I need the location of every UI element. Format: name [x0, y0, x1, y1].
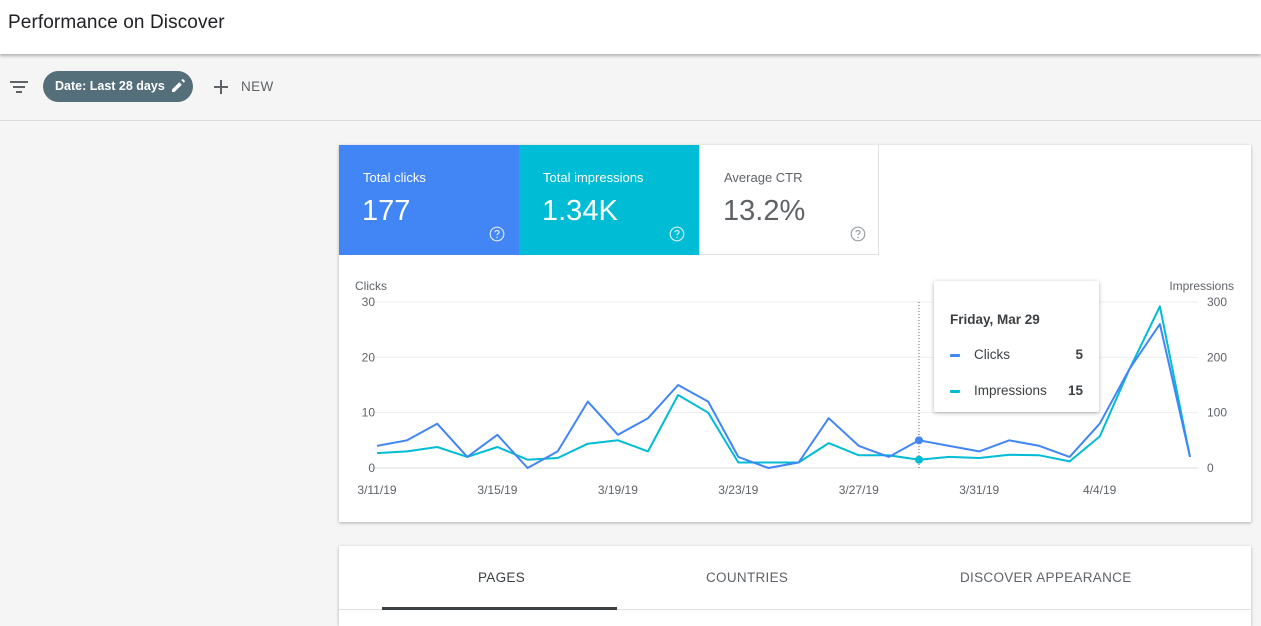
- tooltip-series-name: Impressions: [974, 383, 1047, 398]
- impressions-highlight-point: [915, 455, 923, 464]
- total-impressions-metric[interactable]: Total impressions 1.34K: [519, 145, 699, 255]
- help-icon[interactable]: [850, 226, 866, 242]
- tooltip-series-value: 5: [1075, 347, 1083, 362]
- performance-chart-card: Total clicks 177 Total impressions 1.34K…: [339, 145, 1251, 522]
- right-axis-tick-label: 200: [1207, 350, 1227, 364]
- left-axis-tick-label: 0: [368, 461, 375, 475]
- right-axis-tick-label: 300: [1207, 295, 1227, 309]
- x-axis-tick-label: 3/11/19: [357, 483, 396, 497]
- left-axis-title: Clicks: [355, 279, 387, 293]
- x-axis-tick-label: 3/19/19: [598, 483, 638, 497]
- tabs-divider: [339, 609, 1251, 610]
- clicks-series-line: [376, 323, 1191, 469]
- clicks-swatch: [950, 354, 960, 357]
- dimension-tabs: PAGES COUNTRIES DISCOVER APPEARANCE: [339, 546, 1251, 626]
- date-filter-label: Date: Last 28 days: [55, 79, 165, 93]
- help-icon[interactable]: [669, 226, 685, 242]
- performance-line-chart[interactable]: Clicks Impressions 010203001002003003/11…: [339, 145, 1251, 522]
- plus-icon: [214, 80, 228, 94]
- date-filter-chip[interactable]: Date: Last 28 days: [43, 71, 193, 102]
- x-axis-tick-label: 3/15/19: [477, 483, 517, 497]
- total-impressions-value: 1.34K: [542, 195, 618, 227]
- x-axis-tick-label: 3/27/19: [839, 483, 879, 497]
- chart-tooltip: Friday, Mar 29 Clicks 5 Impressions 15: [934, 281, 1099, 412]
- clicks-highlight-point: [915, 436, 923, 445]
- tooltip-row-impressions: Impressions 15: [950, 383, 1083, 401]
- left-axis-tick-label: 10: [362, 406, 376, 420]
- tab-pages[interactable]: PAGES: [478, 570, 526, 585]
- active-tab-indicator: [382, 607, 617, 610]
- left-axis-tick-label: 20: [362, 350, 376, 364]
- right-axis-tick-label: 0: [1207, 461, 1214, 475]
- right-axis-title: Impressions: [1169, 279, 1234, 293]
- tooltip-date: Friday, Mar 29: [950, 312, 1040, 327]
- total-clicks-label: Total clicks: [363, 170, 426, 185]
- tooltip-series-value: 15: [1067, 383, 1083, 398]
- average-ctr-metric[interactable]: Average CTR 13.2%: [699, 145, 879, 255]
- tooltip-series-name: Clicks: [974, 347, 1010, 362]
- total-clicks-metric[interactable]: Total clicks 177: [339, 145, 519, 255]
- filter-icon[interactable]: [10, 79, 28, 95]
- tooltip-row-clicks: Clicks 5: [950, 347, 1083, 365]
- new-filter-label: NEW: [241, 79, 274, 94]
- page-title: Performance on Discover: [8, 12, 225, 33]
- x-axis-tick-label: 4/4/19: [1083, 483, 1117, 497]
- total-impressions-label: Total impressions: [543, 170, 644, 185]
- x-axis-tick-label: 3/31/19: [959, 483, 999, 497]
- average-ctr-label: Average CTR: [724, 170, 803, 185]
- impressions-series-line: [376, 305, 1191, 464]
- tab-discover-appearance[interactable]: DISCOVER APPEARANCE: [960, 570, 1132, 585]
- impressions-swatch: [950, 390, 960, 393]
- total-clicks-value: 177: [362, 195, 411, 227]
- left-axis-tick-label: 30: [362, 295, 376, 309]
- help-icon[interactable]: [489, 226, 505, 242]
- average-ctr-value: 13.2%: [723, 195, 806, 227]
- x-axis-tick-label: 3/23/19: [718, 483, 758, 497]
- page-header: Performance on Discover: [0, 0, 1261, 54]
- pencil-icon: [172, 79, 185, 92]
- right-axis-tick-label: 100: [1207, 406, 1227, 420]
- tab-countries[interactable]: COUNTRIES: [706, 570, 789, 585]
- filter-bar: Date: Last 28 days NEW: [0, 56, 1261, 121]
